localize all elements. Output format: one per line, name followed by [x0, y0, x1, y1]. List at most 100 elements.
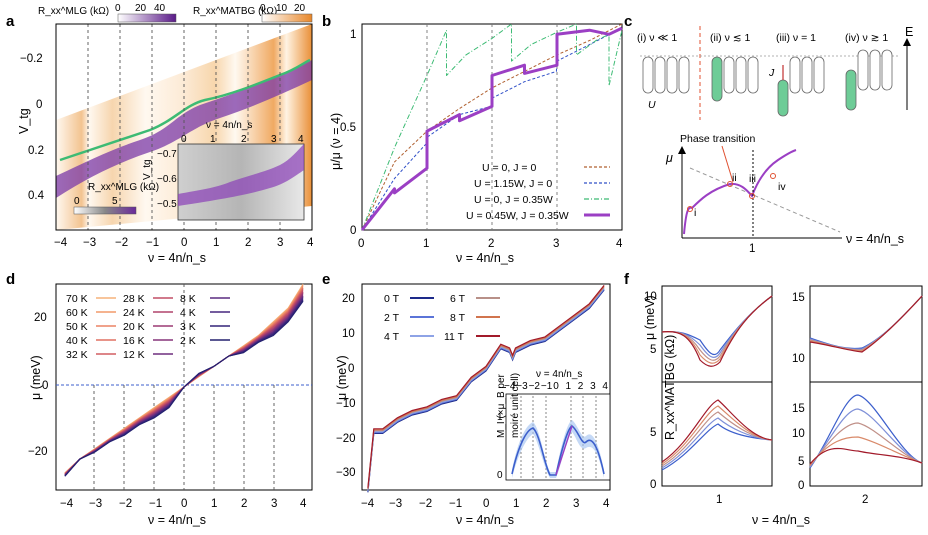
c-point-label-i: i	[694, 207, 696, 219]
e-legend-4: 8 T	[450, 312, 466, 324]
e-inset-xtick-0: −4	[504, 381, 516, 392]
e-ytick-0: 20	[342, 293, 355, 305]
e-inset-ytick-1: 0	[497, 470, 503, 481]
colorbar-matbg-tick-2: 20	[294, 3, 306, 14]
f-rt-series-0	[809, 295, 923, 350]
e-inset-curve	[511, 425, 605, 476]
a-inset-ylabel: V_tg	[142, 159, 153, 180]
f-lb-series-3	[661, 405, 773, 465]
c-point-iii	[749, 193, 755, 199]
f-rb-series-4	[809, 447, 923, 465]
colorbar-mlg	[117, 13, 177, 23]
e-xtick-1: −3	[389, 498, 402, 510]
d-legend-11: 4 K	[180, 307, 196, 319]
c-point-label-iv: iv	[778, 181, 786, 193]
f-rb-ytick-3: 0	[798, 480, 804, 492]
a-xtick-5: 1	[213, 237, 219, 249]
a-inset-xtick-2: 2	[241, 134, 247, 145]
d-legend-9: 12 K	[123, 349, 145, 361]
c-pills-i	[642, 56, 690, 94]
panel-a: a R_xx^MLG (kΩ) 0 20 40 R_xx^MATBG (kΩ) …	[6, 3, 314, 265]
f-ylabel-top: μ (meV)	[643, 295, 657, 340]
a-inset-ytick-1: −0.6	[157, 174, 177, 185]
f-right-xtick: 2	[862, 494, 868, 506]
colorbar-matbg-tick-1: 10	[276, 3, 288, 14]
panel-d-label: d	[6, 271, 15, 288]
e-inset-xtick-7: 3	[590, 381, 596, 392]
a-ytick-2: 0.2	[28, 145, 44, 157]
f-lt-series-4	[661, 295, 773, 367]
e-inset-xtick-4: 0	[553, 381, 559, 392]
f-lt-series-2	[661, 295, 773, 361]
f-lt-series-1	[661, 295, 773, 358]
c-j-label: J	[768, 67, 775, 79]
f-plot-area	[661, 295, 923, 471]
colorbar-matbg-tick-0: 0	[260, 3, 266, 14]
d-legend-3: 40 K	[66, 335, 88, 347]
b-legend-3: U = 0.45W, J = 0.35W	[466, 210, 569, 222]
c-pills-iii	[777, 56, 825, 117]
d-legend-4: 32 K	[66, 349, 88, 361]
f-frame-lt	[661, 285, 773, 383]
b-ytick-1: 0.5	[340, 122, 356, 134]
e-inset-xtick-6: 2	[578, 381, 584, 392]
e-inset-xtick-5: 1	[566, 381, 572, 392]
e-xtick-8: 4	[603, 498, 610, 510]
panel-e: e 0 T 2 T 4 T 6 T 8 T 11 T ν = 4n/n_s −4…	[322, 271, 611, 527]
a-inset-xtick-1: 1	[210, 134, 216, 145]
panel-b-label: b	[322, 13, 331, 30]
f-rb-ytick-1: 10	[792, 428, 805, 440]
a-xtick-7: 3	[277, 237, 283, 249]
c-point-ii	[727, 181, 733, 187]
c-mu-label: μ	[665, 151, 673, 165]
e-ytick-2: 0	[348, 363, 354, 375]
a-inset-cb-label: R_xx^MLG (kΩ)	[88, 182, 159, 193]
b-xtick-4: 4	[616, 238, 623, 250]
a-xtick-6: 2	[245, 237, 251, 249]
e-xtick-5: 1	[513, 498, 519, 510]
e-xtick-3: −1	[449, 498, 462, 510]
f-frame-rb	[809, 381, 923, 487]
a-inset-ytick-0: −0.7	[157, 149, 177, 160]
f-rt-ytick-0: 15	[792, 292, 805, 304]
d-ytick-2: 20	[34, 312, 47, 324]
panel-d: d 70 K60 K50 K40 K32 K28 K24 K20 K16 K12…	[6, 271, 313, 527]
e-legend: 0 T 2 T 4 T 6 T 8 T 11 T	[384, 293, 500, 343]
c-regime-0: (i) ν ≪ 1	[637, 32, 677, 44]
d-xtick-0: −4	[60, 498, 74, 510]
c-mu-curve	[683, 149, 797, 235]
b-ytick-2: 1	[350, 29, 356, 41]
a-inset-xtick-4: 4	[298, 134, 304, 145]
a-xtick-3: −1	[146, 237, 159, 249]
a-xtick-0: −4	[54, 237, 68, 249]
e-ylabel: μ (meV)	[335, 355, 349, 400]
f-rt-ytick-1: 10	[792, 353, 805, 365]
f-rb-ytick-0: 15	[792, 403, 805, 415]
e-ytick-4: −20	[336, 433, 356, 445]
e-inset-xtick-8: 4	[602, 381, 608, 392]
c-phase-label: Phase transition	[680, 133, 755, 145]
d-ytick-1: 0	[42, 380, 48, 392]
f-lb-series-0	[661, 423, 773, 471]
e-ytick-5: −30	[336, 467, 356, 479]
e-xtick-2: −2	[419, 498, 432, 510]
c-extrap-line	[689, 167, 841, 233]
e-inset-ylabel-1: moiré unit cell)	[510, 373, 521, 438]
b-xtick-1: 1	[423, 238, 429, 250]
f-lb-series-4	[661, 399, 773, 463]
d-xtick-6: 2	[241, 498, 247, 510]
b-series-2	[361, 23, 623, 231]
e-legend-5: 11 T	[444, 331, 465, 343]
f-lt-series-0	[661, 295, 773, 355]
e-inset-transition	[555, 425, 573, 476]
b-series-0	[361, 23, 623, 231]
d-ytick-0: −20	[28, 446, 48, 458]
f-rb-series-1	[809, 408, 923, 468]
d-legend-1: 60 K	[66, 307, 88, 319]
c-regime-3: (iv) ν ≳ 1	[845, 32, 888, 44]
f-frame-lb	[661, 381, 773, 487]
a-xtick-2: −2	[115, 237, 128, 249]
c-xtick-1: 1	[749, 243, 755, 255]
c-pills-ii	[711, 56, 759, 102]
colorbar-mlg-tick-2: 40	[154, 3, 166, 14]
